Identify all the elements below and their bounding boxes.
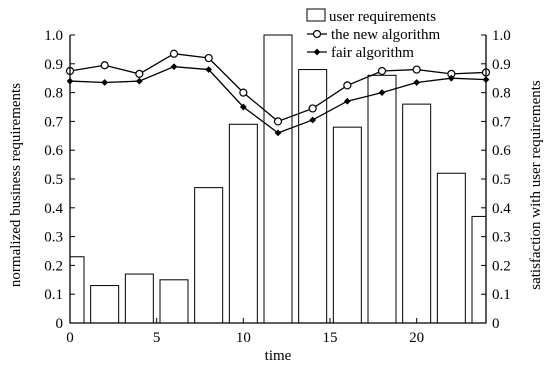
series-1-point-2: [135, 77, 143, 85]
series-0-point-6: [273, 117, 283, 126]
bar-2: [124, 273, 154, 324]
y-right-tick-label-1: 0.1: [492, 287, 511, 303]
y-right-tick-label-3: 0.3: [492, 230, 511, 246]
y-right-tick-label-0: 0: [492, 316, 500, 332]
y-axis-right-label: satisfaction with user requirements: [528, 80, 544, 290]
series-1-point-6: [274, 129, 282, 137]
y-left-tick-label-2: 0.2: [44, 258, 63, 274]
bar-8: [332, 126, 362, 324]
bar-6: [263, 34, 293, 324]
series-0-point-5: [239, 88, 248, 97]
legend-entry-user-requirements: user requirements: [329, 9, 436, 25]
bar-5: [228, 123, 258, 324]
bar-4: [194, 187, 224, 324]
legend-fair-marker: [313, 48, 321, 56]
y-left-tick-label-3: 0.3: [44, 230, 63, 246]
y-left-tick-label-0: 0: [56, 316, 64, 332]
y-left-tick-label-6: 0.6: [44, 143, 63, 159]
legend: user requirements the new algorithm fair…: [306, 8, 440, 61]
series-0-point-9: [377, 66, 387, 76]
y-right-tick-label-2: 0.2: [492, 258, 511, 274]
y-left-tick-label-4: 0.4: [44, 201, 63, 217]
y-right-tick-label-6: 0.6: [492, 143, 511, 159]
y-axis-left-label: normalized business requirements: [8, 83, 24, 287]
lines-layer: [65, 49, 491, 137]
bar-1: [90, 285, 120, 324]
legend-fair-algorithm-swatch: [307, 48, 327, 56]
y-right-tick-label-8: 0.8: [492, 86, 511, 102]
series-1-point-1: [101, 79, 109, 86]
series-1-point-7: [309, 116, 317, 124]
legend-bar-swatch: [306, 8, 326, 22]
y-right-tick-label-10: 1.0: [492, 28, 511, 44]
series-0-point-10: [412, 65, 421, 74]
bar-10: [402, 103, 432, 324]
y-right-tick-label-7: 0.7: [492, 114, 511, 130]
bar-12: [471, 215, 487, 324]
x-tick-label-4: 20: [409, 330, 424, 346]
series-1-point-9: [378, 89, 386, 96]
y-left-tick-label-1: 0.1: [44, 287, 63, 303]
series-0-point-8: [343, 81, 352, 90]
y-left-tick-label-5: 0.5: [44, 172, 63, 188]
y-right-tick-label-5: 0.5: [492, 172, 511, 188]
series-0-point-4: [204, 53, 213, 63]
x-tick-label-1: 5: [153, 330, 161, 346]
series-1-point-4: [205, 66, 213, 73]
y-left-tick-label-7: 0.7: [44, 114, 63, 130]
bar-9: [367, 74, 397, 324]
x-axis-label: time: [265, 348, 292, 364]
y-left-tick-label-8: 0.8: [44, 86, 63, 102]
bar-0: [69, 256, 85, 324]
y-right-tick-label-9: 0.9: [492, 57, 511, 73]
y-right-tick-label-4: 0.4: [492, 201, 511, 217]
series-1-point-10: [413, 79, 421, 86]
bar-11: [436, 172, 466, 324]
series-0-point-3: [169, 49, 179, 58]
legend-entry-fair-algorithm: fair algorithm: [331, 45, 414, 61]
x-tick-label-2: 10: [236, 330, 251, 346]
bar-3: [159, 279, 189, 324]
x-tick-label-3: 15: [323, 330, 338, 346]
x-tick-label-0: 0: [66, 330, 74, 346]
series-1-point-8: [343, 97, 351, 105]
legend-new-algorithm-swatch: [307, 29, 327, 39]
ticks-layer: 0 5 10 15 20 0 0.1 0.2 0.3 0.4 0.5 0.6 0.7 0.8 0.9 1.0 0…: [44, 28, 511, 346]
series-0-point-2: [135, 69, 144, 78]
legend-entry-new-algorithm: the new algorithm: [331, 27, 440, 43]
y-left-tick-label-10: 1.0: [44, 28, 63, 44]
series-1-point-11: [447, 74, 455, 82]
series-1-point-3: [170, 63, 178, 71]
legend-new-marker: [312, 29, 322, 39]
y-left-tick-label-9: 0.9: [44, 57, 63, 73]
bars-layer: [69, 34, 487, 324]
series-1-point-5: [239, 103, 247, 111]
series-0-point-1: [100, 61, 109, 70]
series-0-point-7: [308, 104, 317, 113]
